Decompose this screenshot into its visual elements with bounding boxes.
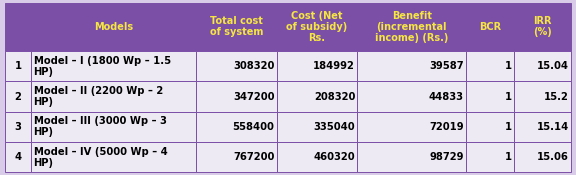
Bar — [5, 51, 31, 81]
Bar — [196, 81, 277, 112]
Text: 72019: 72019 — [429, 122, 464, 132]
Text: 4: 4 — [14, 152, 21, 162]
Text: 15.2: 15.2 — [544, 92, 569, 102]
Bar — [196, 112, 277, 142]
Bar — [514, 51, 571, 81]
Bar — [466, 142, 514, 172]
Bar — [31, 81, 196, 112]
Bar — [277, 112, 358, 142]
Text: 44833: 44833 — [429, 92, 464, 102]
Bar — [466, 81, 514, 112]
Bar — [31, 51, 196, 81]
Bar — [196, 142, 277, 172]
Text: BCR: BCR — [479, 22, 501, 32]
Text: 1: 1 — [505, 92, 511, 102]
Text: 347200: 347200 — [233, 92, 275, 102]
Bar — [5, 81, 31, 112]
Text: 2: 2 — [14, 92, 21, 102]
Text: 39587: 39587 — [429, 61, 464, 71]
Text: Model – I (1800 Wp – 1.5
HP): Model – I (1800 Wp – 1.5 HP) — [33, 56, 170, 77]
Text: 767200: 767200 — [233, 152, 275, 162]
Bar — [196, 51, 277, 81]
Text: Model – II (2200 Wp – 2
HP): Model – II (2200 Wp – 2 HP) — [33, 86, 163, 107]
Text: 460320: 460320 — [313, 152, 355, 162]
Text: Model – III (3000 Wp – 3
HP): Model – III (3000 Wp – 3 HP) — [33, 116, 166, 137]
Bar — [31, 3, 196, 51]
Text: Models: Models — [94, 22, 133, 32]
Bar — [277, 51, 358, 81]
Bar — [277, 81, 358, 112]
Text: 15.14: 15.14 — [537, 122, 569, 132]
Text: 1: 1 — [14, 61, 21, 71]
Bar — [277, 142, 358, 172]
Bar — [5, 112, 31, 142]
Text: 15.04: 15.04 — [537, 61, 569, 71]
Text: Total cost
of system: Total cost of system — [210, 16, 263, 37]
Bar — [358, 3, 466, 51]
Bar — [358, 51, 466, 81]
Bar — [277, 3, 358, 51]
Bar — [31, 112, 196, 142]
Text: 1: 1 — [505, 152, 511, 162]
Bar — [358, 81, 466, 112]
Bar — [466, 3, 514, 51]
Text: 1: 1 — [505, 122, 511, 132]
Bar — [514, 112, 571, 142]
Bar — [196, 3, 277, 51]
Bar — [514, 142, 571, 172]
Bar — [5, 3, 31, 51]
Bar — [514, 81, 571, 112]
Text: 1: 1 — [505, 61, 511, 71]
Text: 308320: 308320 — [233, 61, 275, 71]
Text: 3: 3 — [14, 122, 21, 132]
Text: 98729: 98729 — [429, 152, 464, 162]
Bar — [514, 3, 571, 51]
Bar — [5, 142, 31, 172]
Text: 558400: 558400 — [233, 122, 275, 132]
Text: 335040: 335040 — [313, 122, 355, 132]
Bar — [466, 112, 514, 142]
Text: 208320: 208320 — [314, 92, 355, 102]
Text: 184992: 184992 — [313, 61, 355, 71]
Text: 15.06: 15.06 — [537, 152, 569, 162]
Bar — [358, 112, 466, 142]
Bar — [466, 51, 514, 81]
Text: Cost (Net
of subsidy)
Rs.: Cost (Net of subsidy) Rs. — [286, 11, 348, 43]
Bar — [31, 142, 196, 172]
Text: Benefit
(incremental
income) (Rs.): Benefit (incremental income) (Rs.) — [375, 11, 449, 43]
Text: IRR
(%): IRR (%) — [533, 16, 552, 37]
Text: Model – IV (5000 Wp – 4
HP): Model – IV (5000 Wp – 4 HP) — [33, 147, 167, 168]
Bar — [358, 142, 466, 172]
